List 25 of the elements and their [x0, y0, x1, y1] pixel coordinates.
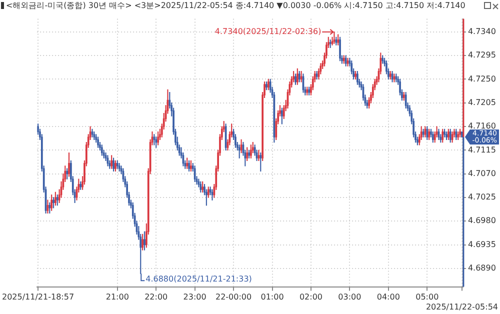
x-tick-label: 01:00: [260, 292, 284, 302]
x-tick-label: 22-00:00: [215, 292, 252, 302]
x-tick-label: 04:00: [376, 292, 400, 302]
y-tick-label: 4.7340: [468, 27, 496, 36]
annotation: 4.7340(2025/11/22-02:36): [214, 27, 322, 36]
x-tick-label: 23:00: [183, 292, 206, 302]
y-tick-label: 4.7295: [468, 50, 496, 60]
y-tick-label: 4.7250: [468, 74, 496, 84]
y-tick-label: 4.6890: [468, 263, 496, 272]
y-tick-label: 4.6935: [468, 240, 496, 249]
y-tick-label: 4.7115: [468, 145, 496, 154]
x-tick-label: 2025/11/21-18:57: [2, 292, 74, 302]
x-tick-label: 02:00: [299, 292, 323, 302]
x-tick-label: 21:00: [106, 292, 129, 302]
x-tick-label: 03:00: [338, 292, 362, 302]
y-tick-label: 4.6980: [468, 216, 496, 226]
y-tick-label: 4.7205: [468, 98, 496, 107]
x-tick-label: 2025/11/22-05:54: [426, 302, 498, 312]
y-tick-label: 4.7070: [468, 168, 496, 178]
x-tick-label: 22:00: [144, 292, 168, 302]
y-tick-label: 4.7025: [468, 192, 496, 202]
y-tick-label: 4.7160: [468, 122, 496, 131]
chart-title: <해외금리-미국(종합) 30년 매수> <3분>2025/11/22-05:54 종:4.7140 ▼0.0030 -0.06% 시:4.7150 고:4.7150 저:4.7140: [6, 0, 466, 12]
annotation: 4.6880(2025/11/21-21:33): [146, 274, 252, 284]
x-tick-label: 05:00: [416, 292, 439, 302]
